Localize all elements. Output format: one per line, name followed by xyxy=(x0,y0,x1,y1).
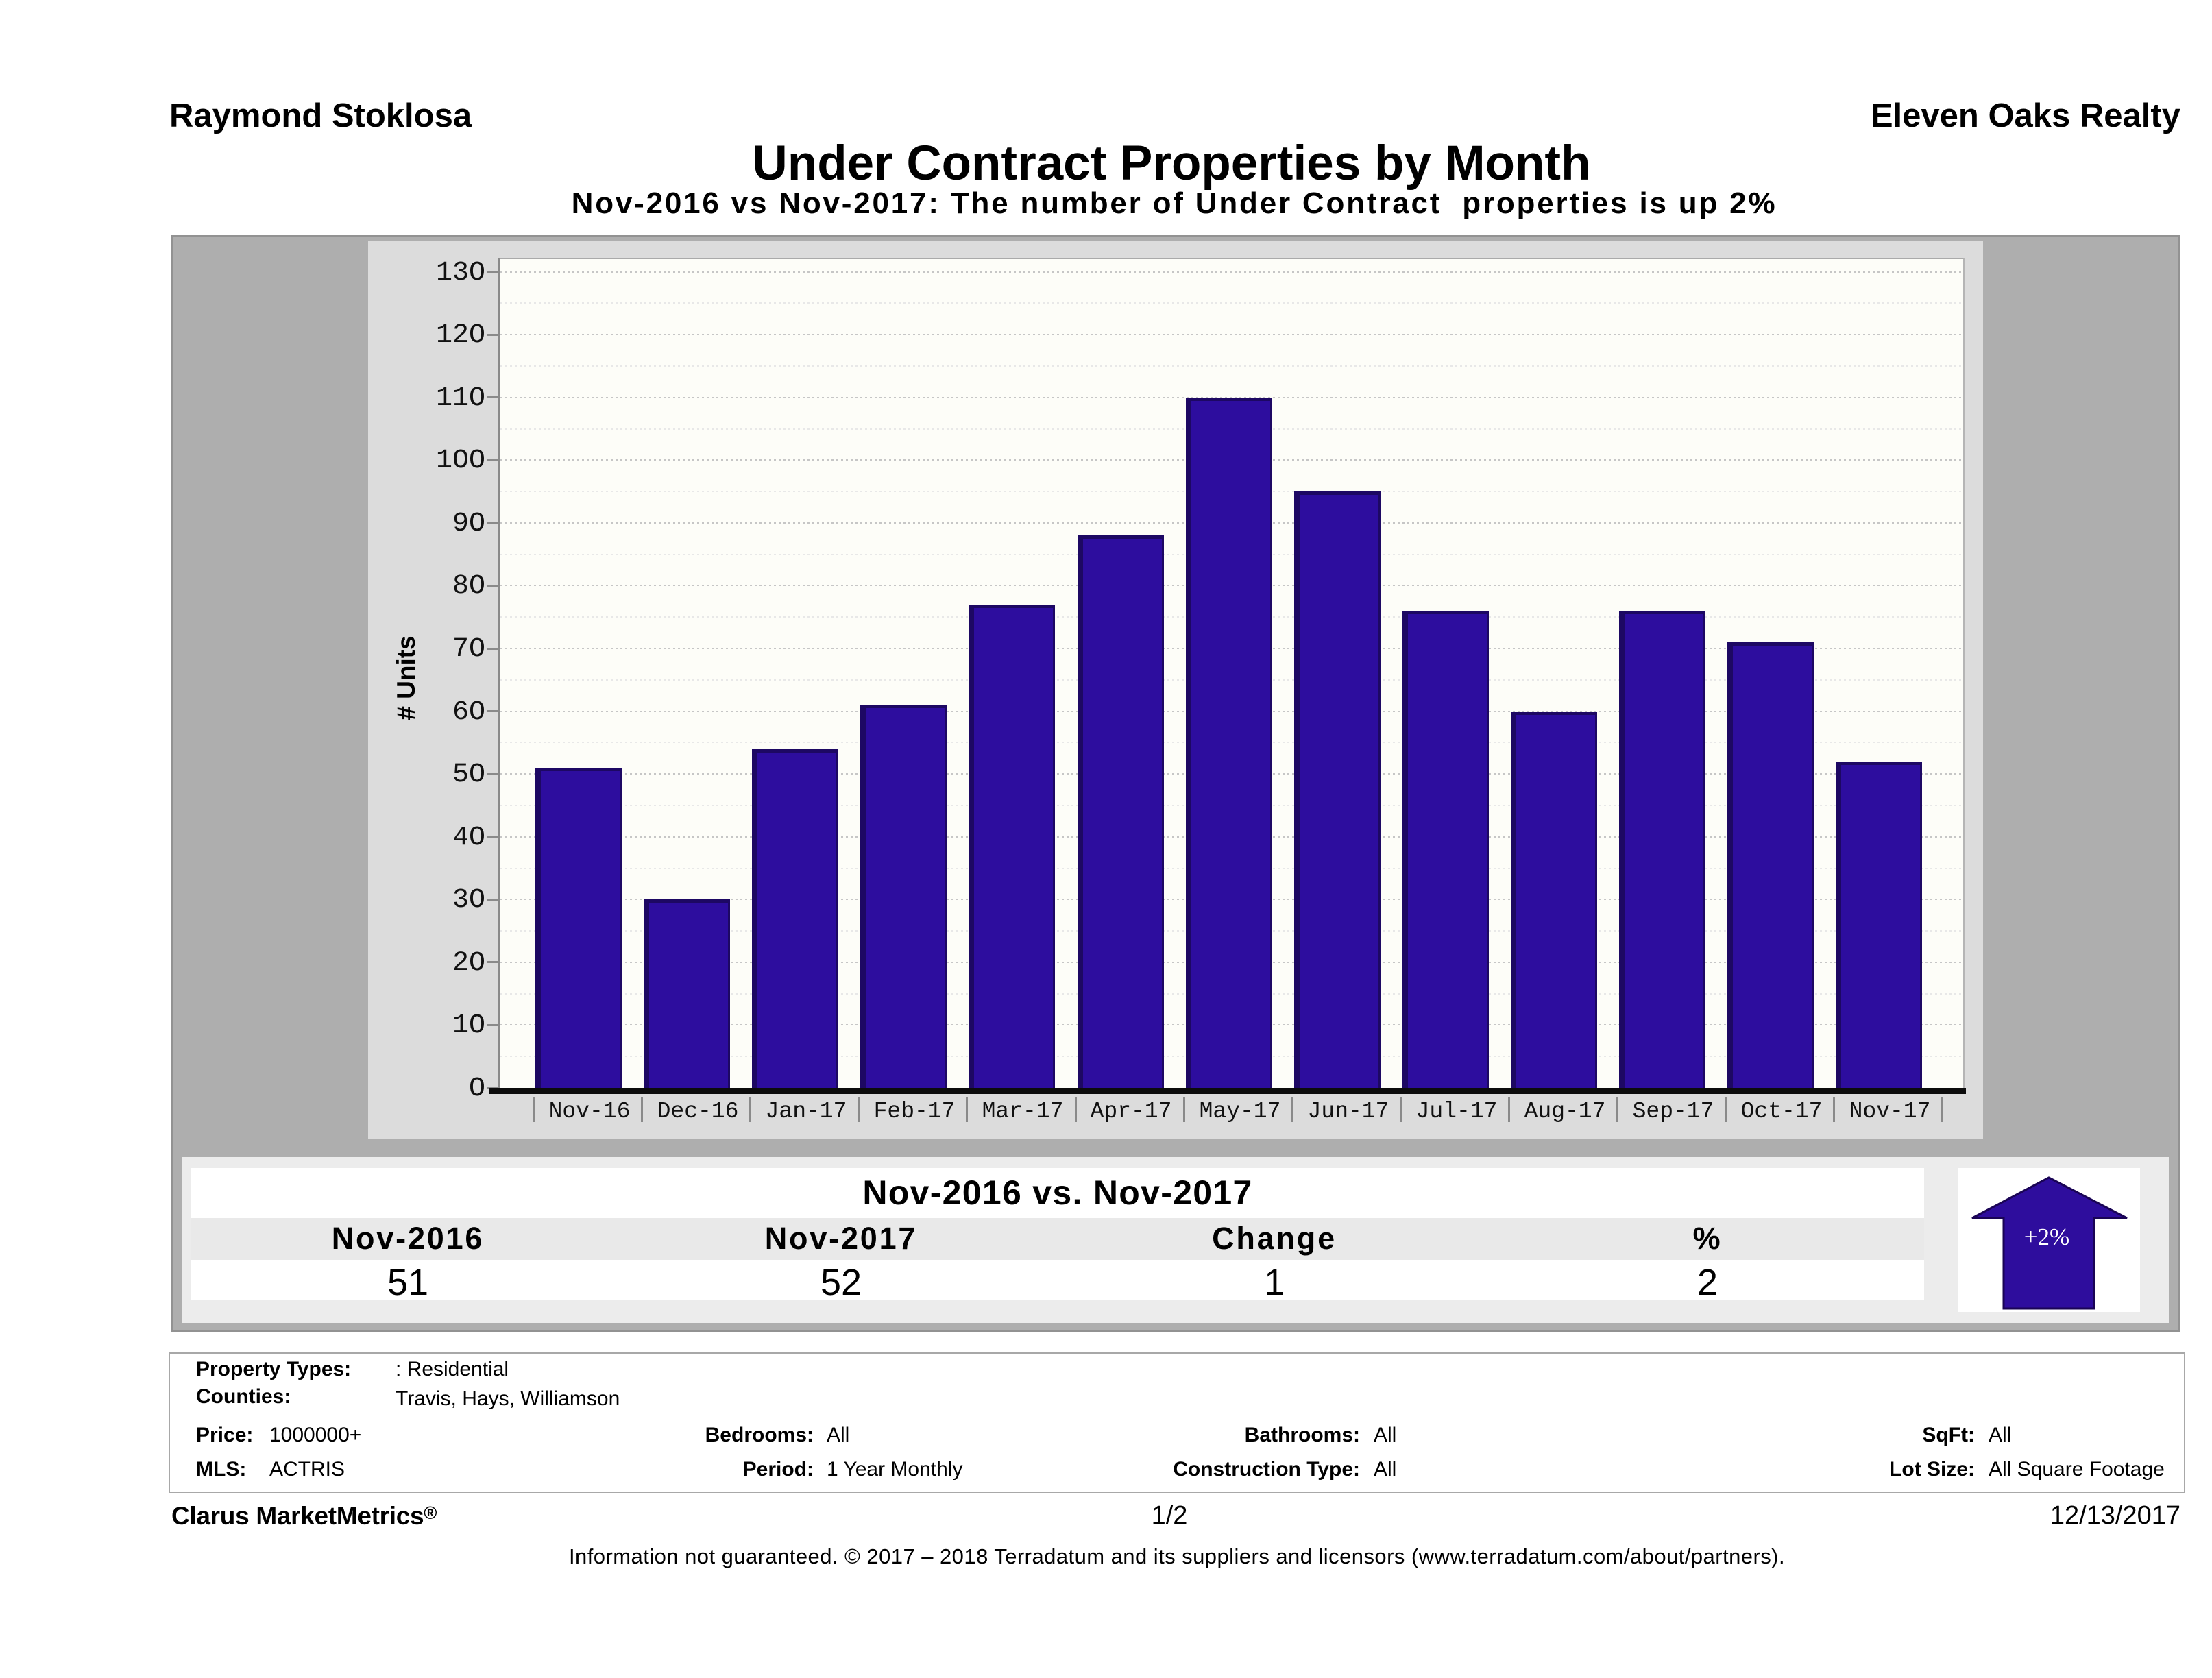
svg-text:+2%: +2% xyxy=(2024,1224,2069,1250)
